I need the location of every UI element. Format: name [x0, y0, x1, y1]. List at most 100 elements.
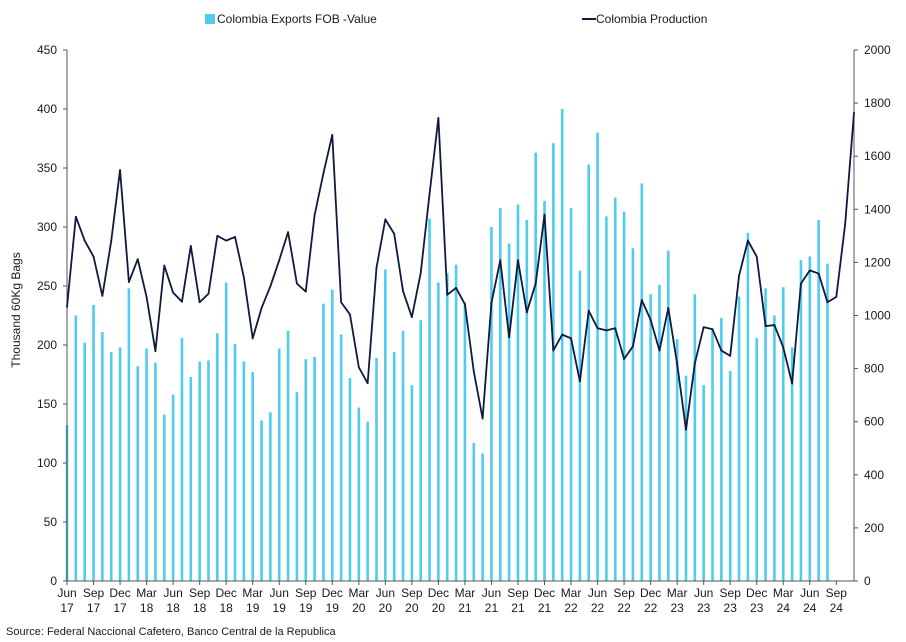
bar	[198, 361, 201, 581]
x-tick-label-month: Dec	[640, 586, 661, 600]
line-point	[419, 272, 422, 274]
line-point	[517, 259, 519, 262]
y-tick-label: 350	[37, 161, 57, 175]
line-point	[853, 111, 855, 114]
x-tick-label-month: Jun	[694, 586, 713, 600]
bar	[808, 256, 812, 581]
bar	[242, 361, 246, 581]
bar	[162, 414, 166, 581]
bar	[684, 375, 688, 581]
x-tick-label-year: 23	[670, 601, 684, 615]
bar	[534, 152, 537, 581]
y-tick-label: 300	[37, 220, 57, 234]
line-point	[216, 234, 219, 237]
bar	[410, 385, 414, 581]
x-tick-label-month: Jun	[800, 586, 819, 600]
x-tick-label-month: Sep	[720, 586, 742, 600]
y-axis-label: Thousand 60Kg Bags	[9, 252, 23, 367]
bar	[145, 348, 148, 581]
bar	[269, 412, 272, 581]
line-point	[163, 264, 166, 267]
line-point	[269, 285, 272, 288]
bar	[366, 421, 369, 581]
x-tick-label-year: 20	[352, 601, 366, 615]
x-tick-label-year: 21	[511, 601, 525, 615]
bar	[737, 296, 741, 581]
bar	[746, 232, 750, 581]
x-tick-label-month: Jun	[588, 586, 607, 600]
bar	[569, 208, 573, 581]
bar	[702, 385, 705, 581]
x-tick-label-year: 19	[246, 601, 260, 615]
x-tick-label-year: 20	[432, 601, 446, 615]
x-tick-label-month: Jun	[163, 586, 182, 600]
line-point	[74, 215, 77, 218]
line-point	[782, 346, 785, 349]
x-tick-label-year: 19	[326, 601, 340, 615]
bar	[127, 288, 131, 581]
x-tick-label-month: Sep	[613, 586, 635, 600]
x-axis-ticks: Jun17Sep17Dec17Mar18Jun18Sep18Dec18Mar19…	[57, 581, 847, 615]
bar	[74, 315, 78, 581]
line-point	[587, 309, 590, 312]
x-tick-label-month: Dec	[322, 586, 343, 600]
line-point	[552, 349, 555, 352]
x-tick-label-year: 18	[219, 601, 233, 615]
bar	[348, 378, 352, 581]
bar	[207, 360, 210, 581]
line-point	[437, 117, 440, 119]
line-point	[649, 318, 652, 321]
legend-swatch-bar	[205, 14, 215, 24]
line-point	[242, 276, 245, 279]
bar	[490, 227, 493, 581]
line-point	[349, 313, 351, 316]
bar	[613, 197, 617, 581]
line-point	[260, 307, 263, 309]
x-tick-label-month: Sep	[83, 586, 105, 600]
bar	[392, 352, 396, 581]
line-point	[738, 274, 740, 277]
line-point	[640, 299, 643, 301]
line-point	[578, 380, 581, 383]
bar	[799, 260, 803, 581]
bar	[640, 183, 644, 581]
y2-tick-label: 1200	[864, 255, 891, 269]
line-point	[490, 301, 493, 304]
bar	[286, 330, 290, 581]
x-tick-label-month: Mar	[561, 586, 582, 600]
line-point	[746, 239, 749, 242]
x-tick-label-month: Dec	[746, 586, 767, 600]
y2-tick-label: 400	[864, 468, 884, 482]
line-point	[410, 316, 413, 318]
line-point	[561, 333, 564, 336]
line-point	[667, 307, 670, 309]
x-tick-label-month: Jun	[376, 586, 395, 600]
x-tick-label-year: 23	[697, 601, 711, 615]
bar	[560, 109, 564, 581]
bar	[587, 164, 591, 581]
bar	[322, 303, 325, 581]
line-point	[304, 290, 307, 293]
bar	[251, 372, 254, 581]
y2-tick-label: 200	[864, 521, 884, 535]
bar	[605, 216, 608, 581]
bar	[437, 282, 440, 581]
bar	[313, 356, 316, 581]
bar	[667, 250, 670, 581]
bar	[83, 342, 86, 581]
line-point	[366, 382, 369, 385]
bar	[472, 442, 476, 581]
x-tick-label-month: Dec	[215, 586, 236, 600]
bar-series-exports	[65, 109, 829, 582]
bar	[720, 317, 723, 581]
line-point	[605, 329, 608, 332]
line-point	[393, 232, 396, 235]
bar	[543, 201, 546, 582]
x-tick-label-month: Dec	[428, 586, 449, 600]
x-tick-label-year: 21	[485, 601, 499, 615]
bar	[419, 320, 423, 581]
bar	[817, 219, 820, 582]
line-point	[773, 324, 776, 326]
line-point	[154, 350, 157, 352]
y-tick-label: 250	[37, 279, 57, 293]
